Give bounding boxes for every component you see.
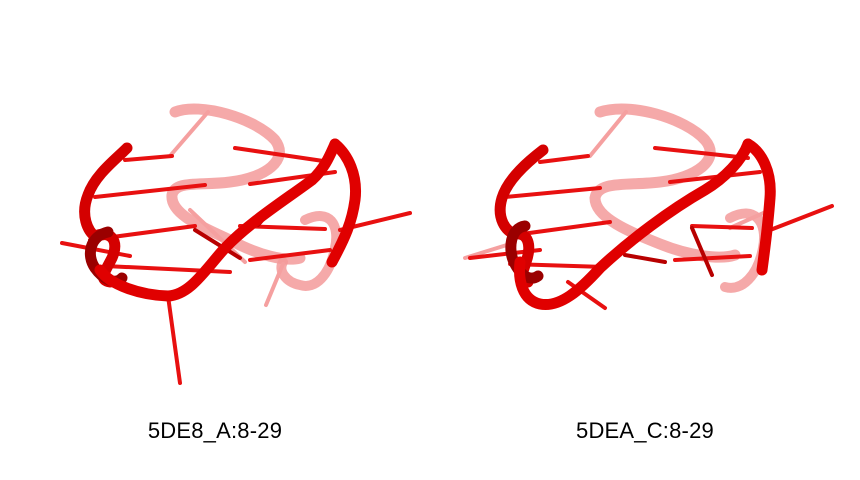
backbone-front-loop <box>505 220 544 284</box>
rung-11 <box>193 228 242 260</box>
rung-12 <box>623 253 667 264</box>
rung-1 <box>123 154 174 162</box>
rung-9 <box>673 254 752 262</box>
rung-back-2 <box>463 242 512 260</box>
backbone-front-right <box>742 138 776 276</box>
backbone-front-main <box>514 138 754 311</box>
rung-12 <box>166 294 182 385</box>
rna-cartoon-5de8 <box>60 103 412 385</box>
rung-3 <box>93 183 207 199</box>
backbone-back-strand <box>589 103 741 263</box>
rung-2 <box>653 146 750 160</box>
rung-13 <box>690 226 714 277</box>
rung-back-1 <box>168 110 210 158</box>
rung-5 <box>520 220 612 236</box>
rung-1 <box>538 154 590 164</box>
backbone-front-right <box>326 138 362 268</box>
rung-3 <box>503 186 602 199</box>
structure-panel-right: 5DEA_C:8-29 <box>430 0 860 480</box>
rung-6 <box>690 224 754 230</box>
structure-panel-left: 5DE8_A:8-29 <box>60 103 412 443</box>
backbone-back-loop <box>276 211 342 291</box>
rung-10 <box>763 204 834 234</box>
structure-label: 5DEA_C:8-29 <box>576 418 714 443</box>
backbone-front-main <box>94 138 341 302</box>
rung-9 <box>248 248 332 262</box>
structure-label: 5DE8_A:8-29 <box>147 418 283 443</box>
rna-cartoon-5dea <box>463 103 834 311</box>
rung-back-1 <box>588 110 628 158</box>
rung-2 <box>233 146 332 164</box>
rung-back-2 <box>264 262 285 307</box>
